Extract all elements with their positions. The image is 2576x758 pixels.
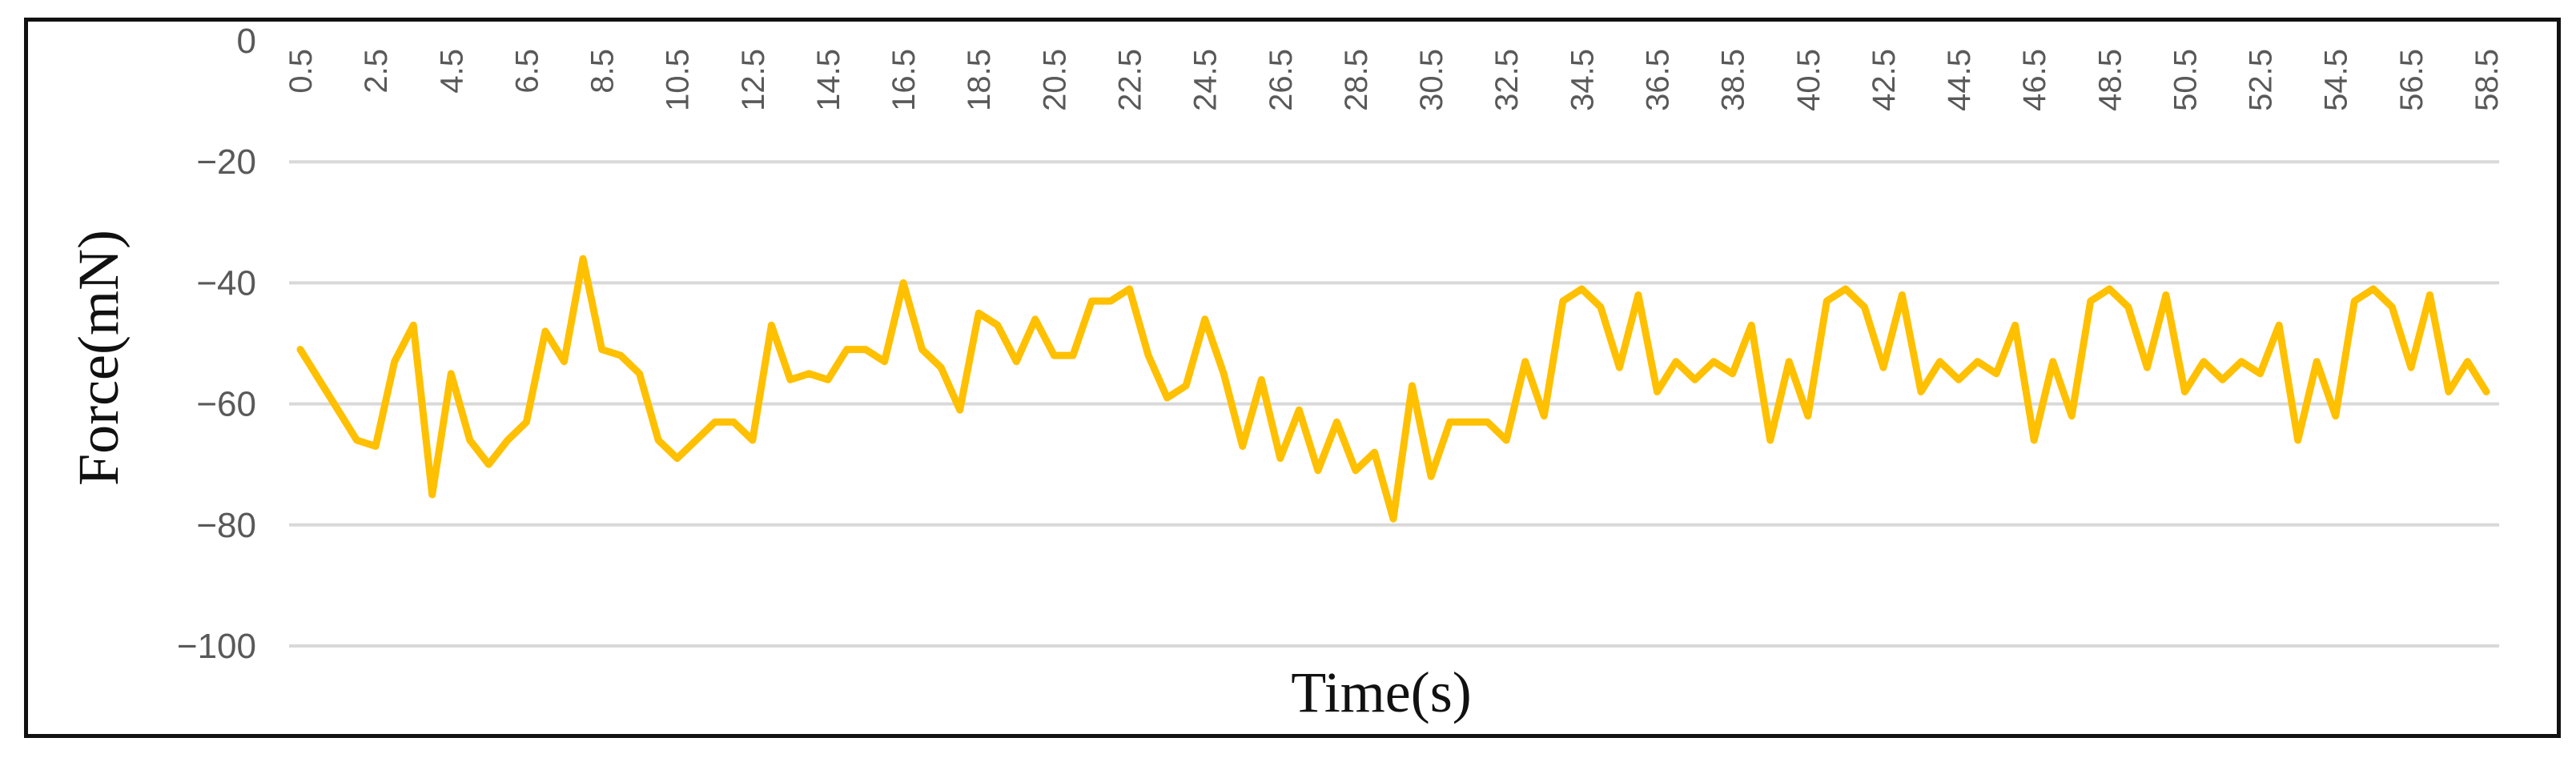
x-tick-label: 0.5 <box>283 49 319 94</box>
series-layer <box>296 255 2490 523</box>
x-tick-label: 16.5 <box>886 49 922 111</box>
chart-frame: 0 −20 −40 −60 −80 −100 0.5 2.5 4.5 6.5 8.5 10.5 12.… <box>24 18 2561 738</box>
y-tick-label: −40 <box>196 263 256 303</box>
x-tick-label: 32.5 <box>1489 49 1525 111</box>
x-tick-label: 38.5 <box>1716 49 1751 111</box>
gridlines <box>289 160 2499 648</box>
x-tick-label: 30.5 <box>1414 49 1449 111</box>
x-tick-label: 18.5 <box>962 49 997 111</box>
x-tick-label: 52.5 <box>2244 49 2279 111</box>
x-tick-label: 34.5 <box>1565 49 1600 111</box>
x-axis-tick-labels: 0.5 2.5 4.5 6.5 8.5 10.5 12.5 14.5 16.5 18.5 20.5 2… <box>283 49 2505 111</box>
x-tick-label: 42.5 <box>1867 49 1902 111</box>
x-tick-label: 14.5 <box>811 49 846 111</box>
x-tick-label: 54.5 <box>2319 49 2354 111</box>
x-tick-label: 8.5 <box>585 49 621 94</box>
y-axis-tick-labels: 0 −20 −40 −60 −80 −100 <box>177 22 256 666</box>
y-tick-label: −80 <box>196 506 256 545</box>
force-series-line <box>296 255 2490 523</box>
x-tick-label: 28.5 <box>1339 49 1374 111</box>
x-tick-label: 40.5 <box>1791 49 1827 111</box>
y-tick-label: −20 <box>196 142 256 182</box>
line-chart: 0 −20 −40 −60 −80 −100 0.5 2.5 4.5 6.5 8.5 10.5 12.… <box>66 22 2505 724</box>
x-tick-label: 4.5 <box>434 49 469 94</box>
x-tick-label: 10.5 <box>661 49 696 111</box>
x-tick-label: 56.5 <box>2394 49 2429 111</box>
x-tick-label: 44.5 <box>1942 49 1977 111</box>
x-tick-label: 6.5 <box>509 49 545 94</box>
x-tick-label: 36.5 <box>1640 49 1675 111</box>
x-tick-label: 46.5 <box>2017 49 2052 111</box>
x-tick-label: 20.5 <box>1037 49 1072 111</box>
x-tick-label: 2.5 <box>359 49 394 94</box>
x-tick-label: 24.5 <box>1188 49 1224 111</box>
x-tick-label: 58.5 <box>2470 49 2505 111</box>
x-tick-label: 26.5 <box>1264 49 1299 111</box>
x-tick-label: 48.5 <box>2092 49 2128 111</box>
x-axis-title: Time(s) <box>1291 660 1471 724</box>
y-axis-title: Force(mN) <box>66 230 131 486</box>
x-tick-label: 50.5 <box>2168 49 2203 111</box>
x-tick-label: 12.5 <box>736 49 771 111</box>
y-tick-label: −100 <box>177 627 256 666</box>
y-tick-label: 0 <box>237 22 256 61</box>
x-tick-label: 22.5 <box>1113 49 1148 111</box>
y-tick-label: −60 <box>196 385 256 424</box>
